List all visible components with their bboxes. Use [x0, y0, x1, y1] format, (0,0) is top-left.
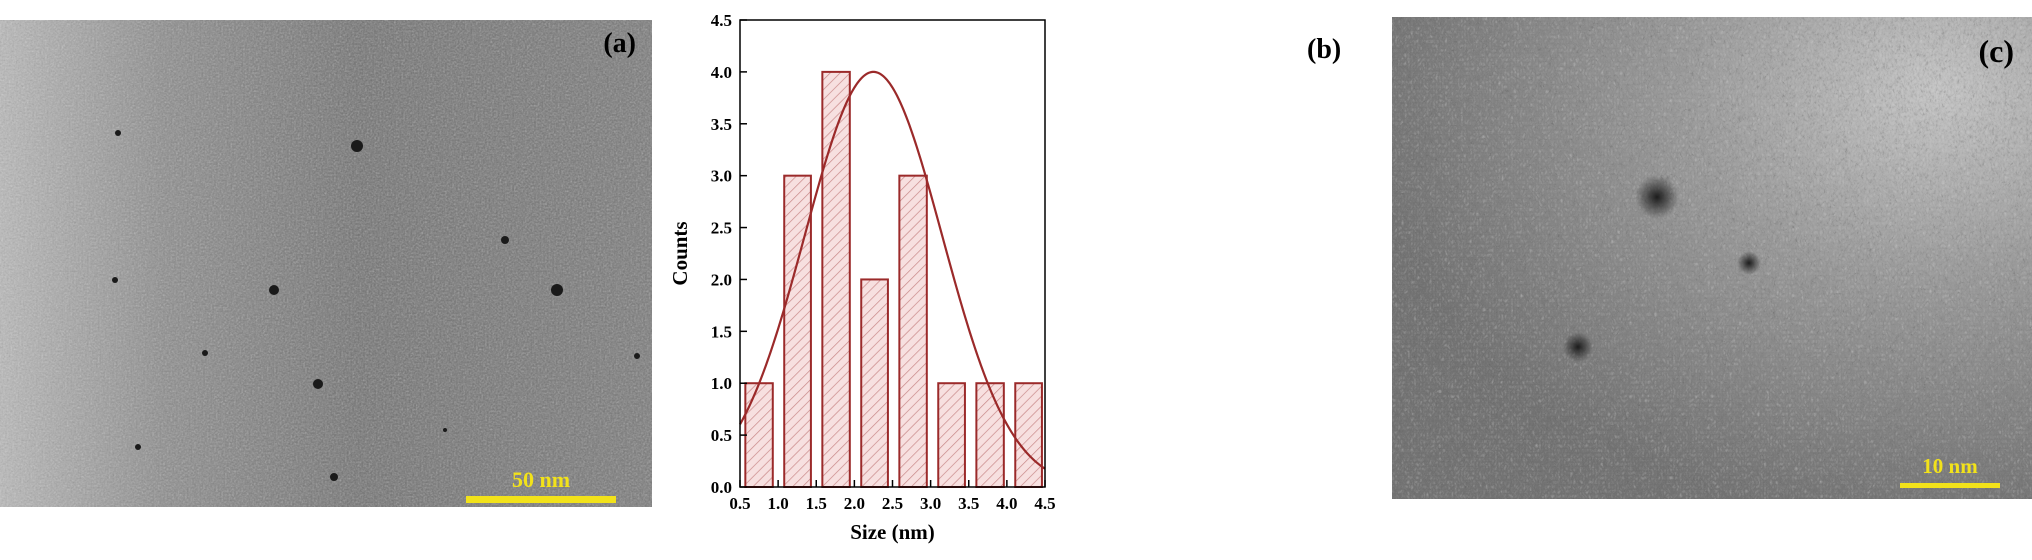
- y-tick-label: 3.5: [711, 115, 732, 134]
- x-tick-label: 3.5: [958, 494, 979, 513]
- y-tick-label: 1.0: [711, 374, 732, 393]
- y-tick-label: 2.0: [711, 270, 732, 289]
- scale-bar-label-c: 10 nm: [1922, 454, 1978, 478]
- panel-label-c: (c): [1978, 33, 2014, 69]
- x-tick-label: 1.0: [768, 494, 789, 513]
- histogram-panel: 0.5 1.0 1.5 2.0 2.5 3.0 3.5 4.0 4.5 0.0 0.5 1.0 1.5…: [665, 0, 1385, 555]
- histogram-bar-7: [975, 382, 1005, 489]
- y-tick-label: 4.5: [711, 11, 732, 30]
- x-axis-label: Size (nm): [850, 520, 935, 544]
- gaussian-fit-curve: [739, 70, 1046, 470]
- histogram-chart: 0.5 1.0 1.5 2.0 2.5 3.0 3.5 4.0 4.5 0.00.51.01.5…: [668, 11, 1056, 544]
- y-axis-label: Counts: [668, 221, 692, 285]
- x-tick-label: 3.0: [920, 494, 941, 513]
- scale-bar-label-a: 50 nm: [511, 467, 571, 492]
- panel-label-a: (a): [603, 28, 636, 59]
- histogram-bar-6: [937, 382, 966, 489]
- y-tick-label: 3.0: [711, 167, 732, 186]
- x-tick-label: 2.5: [882, 494, 903, 513]
- y-tick-label: 0.5: [711, 426, 732, 445]
- scale-bar-c: [1900, 483, 2000, 488]
- tem-texture-a: [0, 20, 652, 507]
- nanoparticle-spots-c: [1563, 175, 1761, 362]
- y-tick-label: 2.5: [711, 219, 732, 238]
- tem-image-a: (a) 50 nm: [0, 20, 652, 507]
- y-tick-label: 4.0: [711, 63, 732, 82]
- x-tick-label: 2.0: [844, 494, 865, 513]
- panel-label-b: (b): [1307, 34, 1342, 65]
- scale-bar-a: [466, 496, 616, 503]
- tem-image-c: (c) 10 nm: [1392, 17, 2032, 499]
- histogram-bar-2: [783, 174, 812, 489]
- x-tick-label: 1.5: [806, 494, 827, 513]
- x-tick-label: 0.5: [729, 494, 750, 513]
- x-tick-label: 4.0: [996, 494, 1017, 513]
- y-tick-label: 1.5: [711, 322, 732, 341]
- histogram-bar-8: [1014, 382, 1043, 489]
- nanoparticle-dots-a: [112, 130, 640, 481]
- tem-texture-c: [1392, 17, 2032, 499]
- histogram-bar-1: [744, 382, 774, 489]
- histogram-bar-3: [821, 70, 851, 488]
- x-tick-label: 4.5: [1034, 494, 1055, 513]
- histogram-bar-4: [860, 278, 889, 489]
- histogram-bar-5: [898, 174, 928, 489]
- y-tick-label: 0.0: [711, 478, 732, 497]
